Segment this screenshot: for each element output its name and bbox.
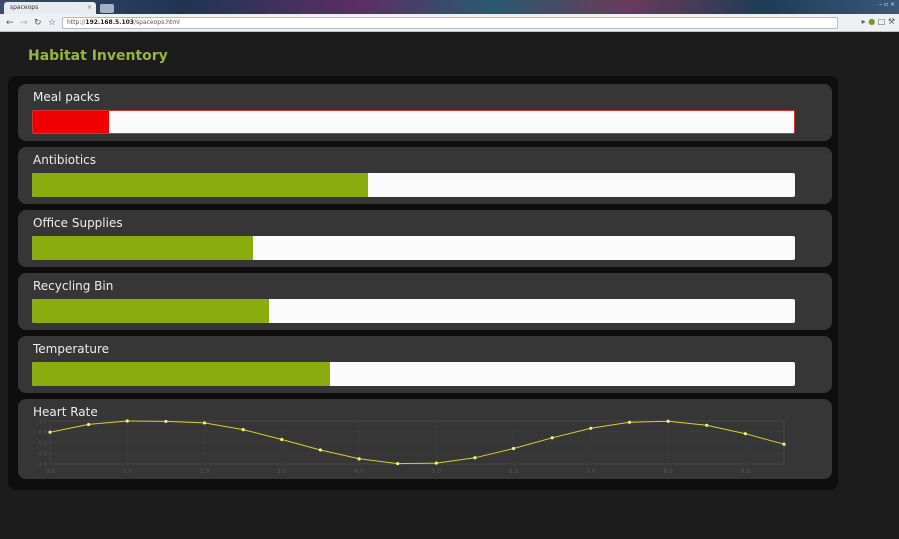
chart-xtick-label: 0.0 (45, 468, 55, 475)
page-menu-icon[interactable]: □ (877, 17, 886, 26)
heart-rate-point (318, 448, 323, 452)
chart-xtick-label: 2.0 (200, 468, 210, 475)
heart-rate-point (473, 456, 477, 460)
url-path: /spaceops.html (133, 19, 180, 26)
heart-rate-point (434, 461, 438, 465)
chart-xtick-label: 6.0 (509, 468, 519, 475)
back-arrow-icon[interactable]: ← (6, 18, 14, 28)
chart-ytick-label: -0.5 (37, 451, 47, 457)
window-controls[interactable]: – ▫ × (879, 1, 895, 8)
gauge-label: Recycling Bin (33, 279, 114, 293)
heart-rate-point (627, 420, 632, 424)
chart-xtick-label: 3.0 (277, 468, 287, 475)
browser-tab-strip: spaceops × – ▫ × (0, 0, 899, 14)
tab-title: spaceops (10, 4, 39, 11)
gauge-track (32, 236, 795, 260)
forward-arrow-icon[interactable]: → (20, 18, 28, 28)
heart-rate-point (589, 426, 593, 430)
heart-rate-point (511, 446, 516, 451)
heart-rate-point (666, 419, 670, 423)
browser-toolbar: ← → ↻ ☆ http://192.168.5.103/spaceops.ht… (0, 14, 899, 32)
heart-rate-point (202, 421, 207, 425)
gauge-label: Temperature (33, 342, 110, 356)
gauge-track (32, 110, 795, 134)
heart-rate-point (48, 430, 52, 434)
gauge-panel-recycling-bin: Recycling Bin (18, 273, 832, 330)
chart-ytick-label: -1.0 (37, 462, 47, 468)
address-bar[interactable]: http://192.168.5.103/spaceops.html (62, 17, 838, 29)
chart-xtick-label: 8.0 (663, 468, 673, 475)
gauge-panel-meal-packs: Meal packs (18, 84, 832, 141)
heart-rate-point (782, 442, 786, 446)
gauge-panel-temperature: Temperature (18, 336, 832, 393)
chart-xtick-label: 4.0 (354, 468, 364, 475)
heart-rate-point (125, 419, 129, 423)
chart-ytick-label: 0.5 (39, 430, 47, 436)
gauge-label: Meal packs (33, 90, 101, 104)
gauge-fill (32, 173, 368, 197)
heart-rate-point (396, 461, 400, 466)
gauge-fill (32, 362, 330, 386)
extension-icon[interactable]: ● (868, 17, 876, 26)
toolbar-actions: ▸ ● □ ⚒ (862, 17, 895, 26)
heart-rate-point (164, 419, 168, 424)
heart-rate-point (357, 457, 361, 461)
gauge-fill (32, 236, 254, 260)
gauge-track (32, 173, 795, 197)
heart-rate-point (743, 432, 747, 436)
gauge-panel-office-supplies: Office Supplies (18, 210, 832, 267)
heart-rate-point (705, 423, 709, 427)
gauge-panel-antibiotics: Antibiotics (18, 147, 832, 204)
heart-rate-panel: Heart Rate 1.0 0.5 0.0 -0.5 -1.0 0.0 1.0 2.0 3.0… (18, 399, 832, 479)
reload-icon[interactable]: ↻ (34, 18, 42, 28)
page-title: Habitat Inventory (28, 48, 168, 64)
gauge-track (32, 299, 795, 323)
new-tab-button[interactable] (100, 4, 114, 13)
bookmark-star-icon[interactable]: ☆ (48, 18, 57, 28)
chart-label: Heart Rate (33, 405, 98, 419)
gauge-label: Office Supplies (33, 216, 123, 230)
url-prefix: http:// (67, 19, 86, 26)
chart-xtick-label: 1.0 (122, 468, 132, 475)
browser-tab[interactable]: spaceops × (4, 2, 96, 14)
wrench-icon[interactable]: ⚒ (887, 17, 895, 26)
heart-rate-point (241, 428, 245, 432)
tab-close-icon[interactable]: × (86, 4, 92, 11)
heart-rate-point (550, 436, 554, 440)
heart-rate-chart: 1.00.50.0-0.5-1.00.0 1.0 2.0 3.0 4.0 5.0 6.0 7.… (37, 419, 786, 475)
chart-xtick-label: 9.0 (741, 468, 751, 475)
chart-ytick-label: 1.0 (39, 419, 47, 425)
heart-rate-series-line (49, 420, 785, 465)
chart-xtick-label: 7.0 (586, 468, 596, 475)
gauge-label: Antibiotics (33, 153, 97, 167)
heart-rate-point (280, 437, 284, 442)
gauge-fill (32, 299, 269, 323)
gauge-track (32, 362, 795, 386)
gauge-fill (33, 111, 110, 133)
url-host: 192.168.5.103 (85, 19, 134, 26)
chart-ytick-label: 0.0 (39, 441, 47, 447)
play-icon[interactable]: ▸ (861, 17, 866, 26)
heart-rate-point (87, 422, 91, 427)
chart-xtick-label: 5.0 (432, 468, 442, 475)
